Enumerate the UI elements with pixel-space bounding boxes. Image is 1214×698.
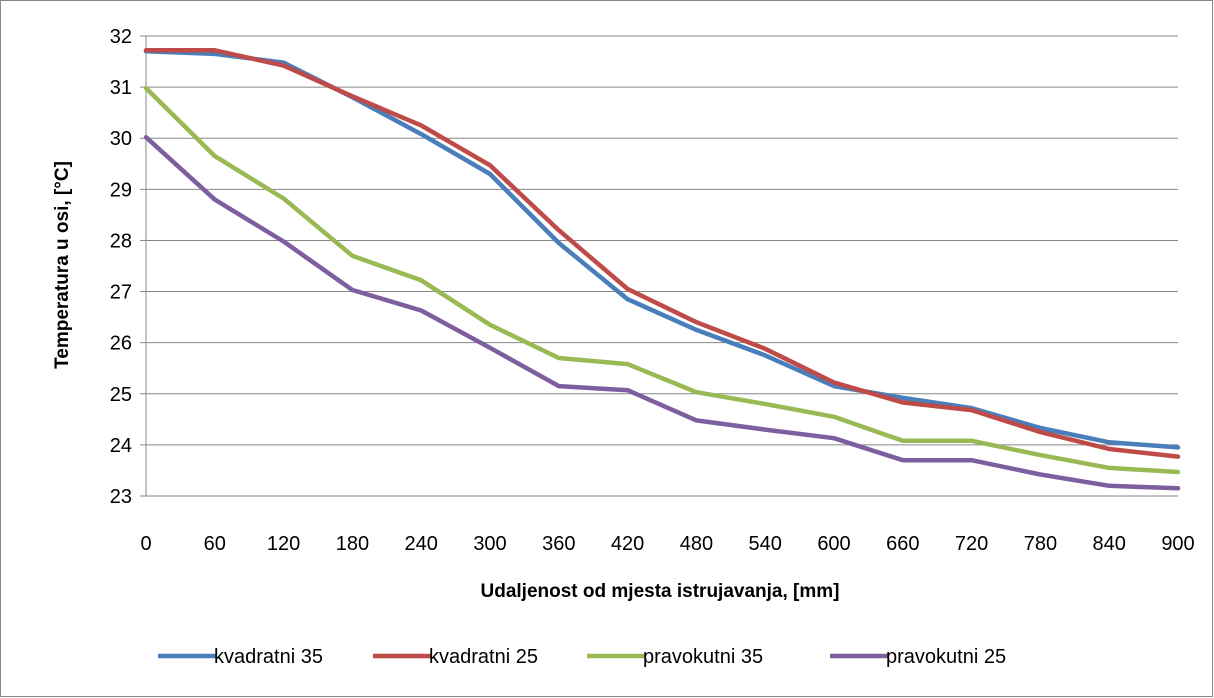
axes: [140, 35, 1178, 497]
legend-label-0: kvadratni 35: [214, 646, 323, 668]
y-tick-label-3: 26: [110, 333, 132, 355]
x-tick-label-13: 780: [1024, 533, 1057, 555]
x-tick-label-10: 600: [817, 533, 850, 555]
legend-label-2: pravokutni 35: [643, 646, 763, 668]
x-tick-label-14: 840: [1093, 533, 1126, 555]
x-tick-label-5: 300: [473, 533, 506, 555]
series-lines: [143, 48, 1181, 491]
x-axis-title: Udaljenost od mjesta istrujavanja, [mm]: [481, 581, 840, 602]
x-tick-label-1: 60: [204, 533, 226, 555]
y-tick-label-5: 28: [110, 230, 132, 252]
tick-labels: 23 24 25 26 27 28 29 30 31 32 0 60 120 180 240 300 360 42…: [110, 26, 1195, 555]
series-line-1: [143, 48, 1181, 459]
y-axis-title: Temperatura u osi, [°C]: [52, 161, 73, 369]
y-tick-label-8: 31: [110, 77, 132, 99]
y-tick-label-7: 30: [110, 128, 132, 150]
y-tick-label-1: 24: [110, 435, 132, 457]
x-tick-label-7: 420: [611, 533, 644, 555]
y-tick-label-9: 32: [110, 26, 132, 48]
x-tick-label-3: 180: [336, 533, 369, 555]
x-tick-label-4: 240: [405, 533, 438, 555]
y-tick-label-6: 29: [110, 179, 132, 201]
y-tick-label-0: 23: [110, 486, 132, 508]
legend: kvadratni 35 kvadratni 25 pravokutni 35 pra…: [158, 646, 1006, 668]
legend-label-3: pravokutni 25: [886, 646, 1006, 668]
x-tick-label-12: 720: [955, 533, 988, 555]
x-tick-label-6: 360: [542, 533, 575, 555]
x-tick-label-0: 0: [140, 533, 151, 555]
x-tick-label-9: 540: [749, 533, 782, 555]
x-tick-label-8: 480: [680, 533, 713, 555]
y-tick-label-2: 25: [110, 384, 132, 406]
x-tick-label-2: 120: [267, 533, 300, 555]
x-tick-label-15: 900: [1161, 533, 1194, 555]
series-line-2: [143, 85, 1181, 475]
series-line-3: [143, 134, 1181, 491]
x-tick-label-11: 660: [886, 533, 919, 555]
legend-label-1: kvadratni 25: [429, 646, 538, 668]
y-tick-label-4: 27: [110, 282, 132, 304]
